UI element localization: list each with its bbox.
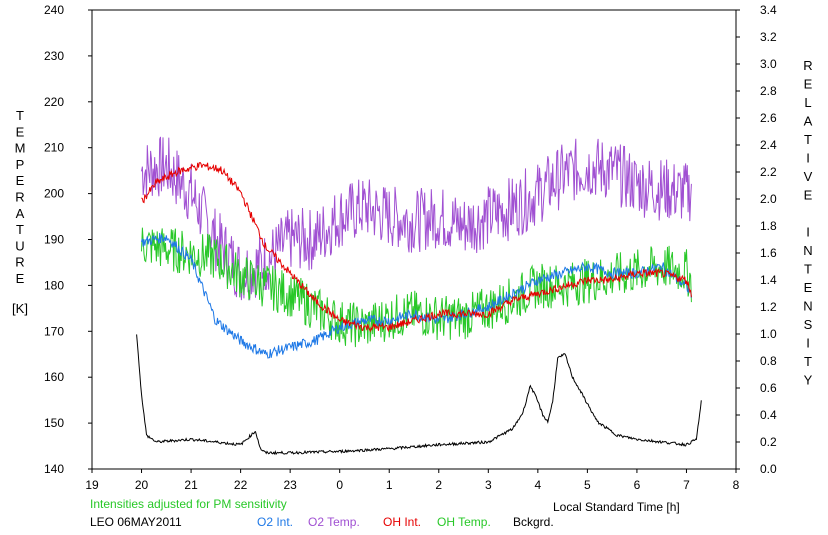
- legend-oh-int: OH Int.: [383, 515, 422, 529]
- x-tick-label: 5: [584, 478, 591, 492]
- x-tick-label: 0: [336, 478, 343, 492]
- y-left-tick-label: 150: [44, 416, 64, 430]
- x-tick-label: 6: [634, 478, 641, 492]
- y-right-title-letter: E: [804, 77, 813, 92]
- y-right-tick-label: 0.6: [760, 381, 777, 395]
- x-tick-label: 8: [733, 478, 740, 492]
- y-right-tick-label: 3.4: [760, 3, 777, 17]
- y-left-tick-label: 210: [44, 141, 64, 155]
- y-right-title-letter: T: [804, 132, 812, 147]
- y-right-title-letter: T: [804, 354, 812, 369]
- y-right-title-letter: E: [804, 280, 813, 295]
- y-right-title-letter: I: [806, 151, 810, 166]
- y-left-title-letter: P: [16, 157, 25, 172]
- y-left-title-letter: R: [15, 255, 24, 270]
- y-right-tick-label: 2.8: [760, 84, 777, 98]
- y-left-title-letter: T: [16, 222, 24, 237]
- x-tick-label: 1: [386, 478, 393, 492]
- x-tick-label: 22: [234, 478, 248, 492]
- y-right-tick-label: 1.4: [760, 273, 777, 287]
- axes: 19 20 21 22 23 0 1 2 3 4 5 6 7 8140150160170180190200…: [44, 3, 777, 492]
- y-right-tick-label: 2.6: [760, 111, 777, 125]
- y-right-title-letter: I: [806, 336, 810, 351]
- legend-o2-temp: O2 Temp.: [308, 515, 360, 529]
- y-right-tick-label: 2.0: [760, 192, 777, 206]
- series-line-o2-temp: [141, 136, 692, 301]
- y-right-tick-label: 3.2: [760, 30, 777, 44]
- y-left-unit: [K]: [12, 301, 28, 316]
- y-right-title-letter: L: [804, 95, 811, 110]
- x-tick-label: 20: [135, 478, 149, 492]
- y-left-tick-label: 200: [44, 187, 64, 201]
- series-line-oh-temp: [141, 227, 692, 348]
- station-label: LEO 06MAY2011: [90, 515, 182, 529]
- legend-oh-temp: OH Temp.: [437, 515, 491, 529]
- y-right-tick-label: 2.2: [760, 165, 777, 179]
- x-tick-label: 19: [85, 478, 99, 492]
- y-right-tick-label: 1.8: [760, 219, 777, 233]
- y-right-tick-label: 3.0: [760, 57, 777, 71]
- y-right-title-letter: R: [803, 58, 812, 73]
- y-left-title-letter: A: [16, 206, 25, 221]
- y-right-title-letter: T: [804, 262, 812, 277]
- y-right-tick-label: 1.0: [760, 327, 777, 341]
- y-right-title-letter: Y: [804, 373, 813, 388]
- y-left-title-letter: T: [16, 108, 24, 123]
- series-layer: [136, 136, 702, 456]
- y-left-tick-label: 180: [44, 278, 64, 292]
- y-left-tick-label: 170: [44, 324, 64, 338]
- x-tick-label: 21: [184, 478, 198, 492]
- y-right-tick-label: 0.0: [760, 462, 777, 476]
- y-right-tick-label: 1.2: [760, 300, 777, 314]
- y-right-title-letter: V: [804, 169, 813, 184]
- y-left-title-letter: E: [16, 173, 25, 188]
- y-left-tick-label: 160: [44, 370, 64, 384]
- y-left-tick-label: 240: [44, 3, 64, 17]
- y-left-title-letter: E: [16, 271, 25, 286]
- y-right-tick-label: 1.6: [760, 246, 777, 260]
- series-line-o2-int: [141, 232, 692, 359]
- y-right-tick-label: 2.4: [760, 138, 777, 152]
- x-tick-label: 3: [485, 478, 492, 492]
- x-tick-label: 2: [435, 478, 442, 492]
- y-right-tick-label: 0.2: [760, 435, 777, 449]
- x-axis-title: Local Standard Time [h]: [553, 500, 680, 514]
- y-left-title-letter: U: [15, 238, 24, 253]
- series-line-oh-int: [141, 162, 692, 333]
- x-tick-label: 4: [535, 478, 542, 492]
- x-tick-label: 7: [683, 478, 690, 492]
- legend-o2-int: O2 Int.: [257, 515, 294, 529]
- y-left-title-letter: E: [16, 124, 25, 139]
- y-left-tick-label: 190: [44, 233, 64, 247]
- y-right-tick-label: 0.8: [760, 354, 777, 368]
- y-right-title-letter: E: [804, 188, 813, 203]
- y-left-title-letter: R: [15, 190, 24, 205]
- y-left-title-letter: M: [15, 141, 26, 156]
- y-right-title-letter: I: [806, 225, 810, 240]
- annotation-note: Intensities adjusted for PM sensitivity: [90, 497, 287, 511]
- y-right-title-letter: N: [803, 299, 812, 314]
- legend-bckgrd: Bckgrd.: [513, 515, 554, 529]
- y-right-title-letter: S: [804, 317, 813, 332]
- x-tick-label: 23: [283, 478, 297, 492]
- y-right-title-letter: A: [804, 114, 813, 129]
- y-right-tick-label: 0.4: [760, 408, 777, 422]
- series-line-bckgrd: [136, 334, 702, 456]
- y-right-title-letter: N: [803, 243, 812, 258]
- y-left-tick-label: 140: [44, 462, 64, 476]
- y-left-tick-label: 230: [44, 49, 64, 63]
- y-left-tick-label: 220: [44, 95, 64, 109]
